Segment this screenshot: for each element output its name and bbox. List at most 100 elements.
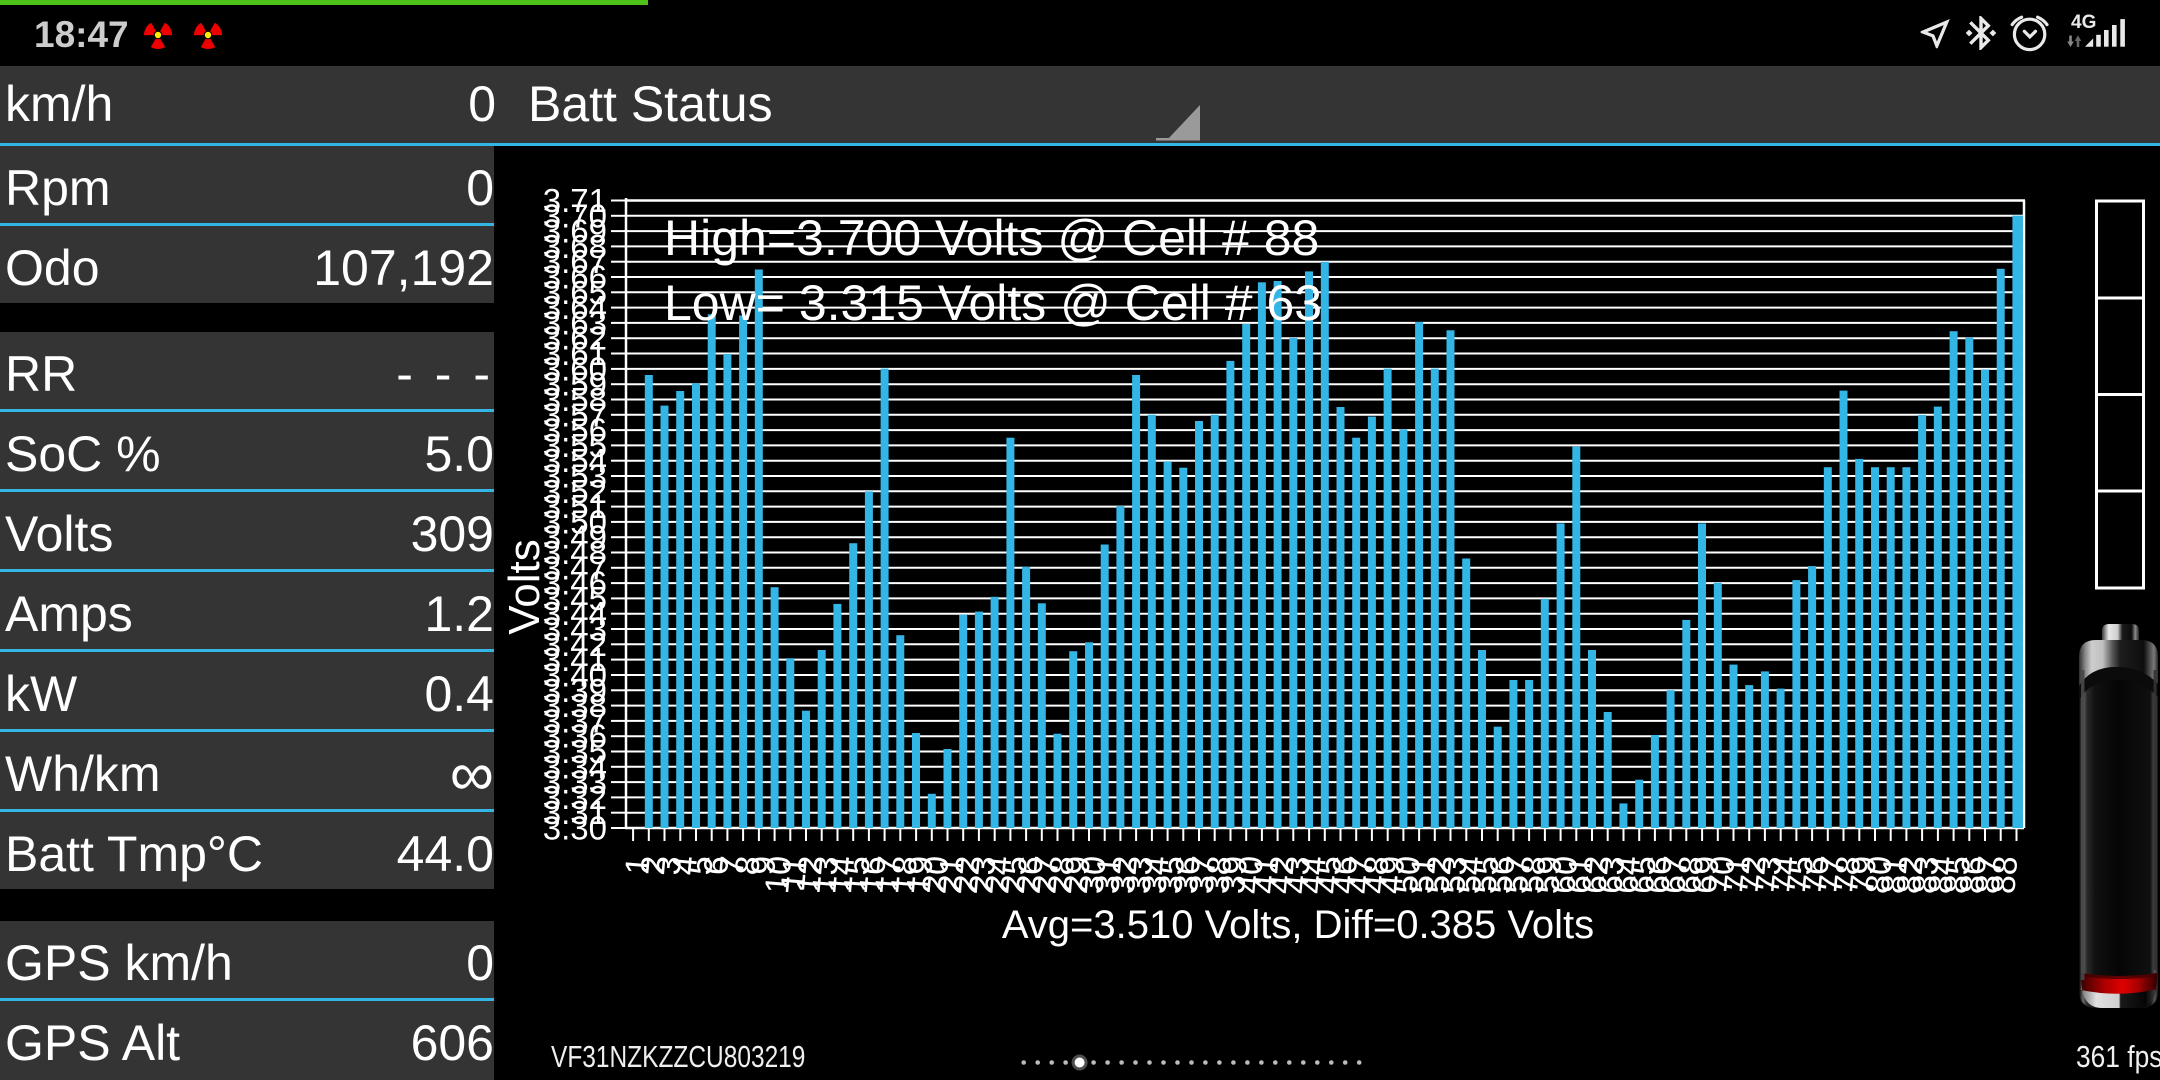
svg-text:41: 41 — [1245, 854, 1286, 895]
svg-text:3.30: 3.30 — [543, 810, 607, 847]
svg-text:38: 38 — [1198, 854, 1239, 895]
svg-text:85: 85 — [1937, 854, 1978, 895]
svg-text:31: 31 — [1088, 854, 1129, 895]
svg-text:7: 7 — [713, 854, 753, 876]
svg-text:50: 50 — [1387, 854, 1428, 895]
svg-text:12: 12 — [790, 854, 831, 895]
svg-text:60: 60 — [1544, 854, 1585, 895]
svg-text:3.32: 3.32 — [543, 779, 607, 816]
svg-text:1: 1 — [618, 854, 658, 876]
svg-text:64: 64 — [1607, 854, 1648, 895]
svg-text:39: 39 — [1214, 854, 1255, 895]
svg-text:21: 21 — [931, 854, 972, 895]
svg-text:36: 36 — [1167, 854, 1208, 895]
svg-text:Avg=3.510 Volts, Diff=0.385 Vo: Avg=3.510 Volts, Diff=0.385 Volts — [1002, 903, 1594, 947]
svg-text:70: 70 — [1701, 854, 1742, 895]
svg-text:80: 80 — [1859, 854, 1900, 895]
svg-text:3.40: 3.40 — [543, 657, 607, 694]
svg-text:3.41: 3.41 — [543, 641, 607, 678]
svg-text:4G: 4G — [2071, 12, 2096, 33]
svg-text:62: 62 — [1576, 854, 1617, 895]
svg-text:61: 61 — [1560, 854, 1601, 895]
svg-text:3.36: 3.36 — [543, 718, 607, 755]
svg-text:3.34: 3.34 — [543, 748, 607, 785]
svg-text:32: 32 — [1104, 854, 1145, 895]
svg-text:3.60: 3.60 — [543, 350, 607, 387]
svg-text:24: 24 — [978, 854, 1019, 895]
svg-text:18:47: 18:47 — [34, 14, 129, 55]
svg-text:3.56: 3.56 — [543, 412, 607, 449]
svg-text:3.64: 3.64 — [543, 289, 607, 326]
svg-text:69: 69 — [1686, 854, 1727, 895]
svg-text:3.58: 3.58 — [543, 381, 607, 418]
svg-text:42: 42 — [1261, 854, 1302, 895]
svg-text:84: 84 — [1921, 854, 1962, 895]
svg-text:3.70: 3.70 — [543, 197, 607, 234]
svg-text:78: 78 — [1827, 854, 1868, 895]
svg-text:45: 45 — [1308, 854, 1349, 895]
svg-text:9: 9 — [744, 854, 784, 876]
svg-text:14: 14 — [821, 854, 862, 895]
svg-text:3.39: 3.39 — [543, 672, 607, 709]
svg-text:3.37: 3.37 — [543, 702, 607, 739]
svg-text:55: 55 — [1466, 854, 1507, 895]
svg-text:27: 27 — [1025, 854, 1066, 895]
svg-text:54: 54 — [1450, 854, 1491, 895]
svg-text:86: 86 — [1953, 854, 1994, 895]
svg-text:15: 15 — [837, 854, 878, 895]
svg-text:16: 16 — [852, 854, 893, 895]
svg-text:3.68: 3.68 — [543, 228, 607, 265]
svg-text:3.48: 3.48 — [543, 534, 607, 571]
svg-text:65: 65 — [1623, 854, 1664, 895]
svg-text:3.33: 3.33 — [543, 764, 607, 801]
svg-text:44: 44 — [1293, 854, 1334, 895]
svg-text:3.38: 3.38 — [543, 687, 607, 724]
svg-text:Volts: Volts — [500, 539, 549, 634]
svg-text:Low= 3.315 Volts @ Cell # 63: Low= 3.315 Volts @ Cell # 63 — [664, 275, 1322, 331]
svg-text:76: 76 — [1796, 854, 1837, 895]
svg-text:3.43: 3.43 — [543, 611, 607, 648]
svg-text:49: 49 — [1371, 854, 1412, 895]
svg-text:79: 79 — [1843, 854, 1884, 895]
svg-text:361 fps: 361 fps — [2076, 1040, 2160, 1074]
svg-text:8: 8 — [728, 854, 768, 876]
svg-text:10: 10 — [758, 854, 799, 895]
svg-text:25: 25 — [994, 854, 1035, 895]
svg-text:VF31NZKZZCU803219: VF31NZKZZCU803219 — [551, 1039, 805, 1073]
svg-text:33: 33 — [1120, 854, 1161, 895]
svg-text:3: 3 — [650, 854, 690, 876]
svg-text:28: 28 — [1041, 854, 1082, 895]
svg-text:High=3.700 Volts @ Cell # 88: High=3.700 Volts @ Cell # 88 — [664, 210, 1319, 266]
svg-text:46: 46 — [1324, 854, 1365, 895]
svg-text:56: 56 — [1481, 854, 1522, 895]
svg-text:3.44: 3.44 — [543, 595, 607, 632]
svg-text:3.71: 3.71 — [543, 182, 607, 219]
svg-text:72: 72 — [1733, 854, 1774, 895]
svg-text:35: 35 — [1151, 854, 1192, 895]
svg-text:3.69: 3.69 — [543, 213, 607, 250]
svg-text:11: 11 — [774, 854, 815, 892]
svg-text:3.63: 3.63 — [543, 304, 607, 341]
svg-text:3.50: 3.50 — [543, 503, 607, 540]
svg-text:17: 17 — [868, 854, 909, 895]
svg-text:3.61: 3.61 — [543, 335, 607, 372]
svg-text:3.57: 3.57 — [543, 396, 607, 433]
svg-text:66: 66 — [1638, 854, 1679, 895]
svg-text:19: 19 — [900, 854, 941, 895]
svg-text:3.54: 3.54 — [543, 442, 607, 479]
svg-text:3.53: 3.53 — [543, 458, 607, 495]
svg-text:82: 82 — [1890, 854, 1931, 895]
svg-text:3.47: 3.47 — [543, 549, 607, 586]
svg-text:6: 6 — [697, 854, 737, 876]
svg-text:75: 75 — [1780, 854, 1821, 895]
svg-text:3.35: 3.35 — [543, 733, 607, 770]
svg-text:20: 20 — [915, 854, 956, 895]
svg-text:3.59: 3.59 — [543, 366, 607, 403]
svg-text:73: 73 — [1748, 854, 1789, 895]
svg-text:29: 29 — [1057, 854, 1098, 895]
svg-text:3.31: 3.31 — [543, 794, 607, 831]
svg-text:4: 4 — [665, 854, 705, 876]
svg-text:3.67: 3.67 — [543, 243, 607, 280]
svg-text:13: 13 — [805, 854, 846, 895]
svg-text:58: 58 — [1513, 854, 1554, 895]
